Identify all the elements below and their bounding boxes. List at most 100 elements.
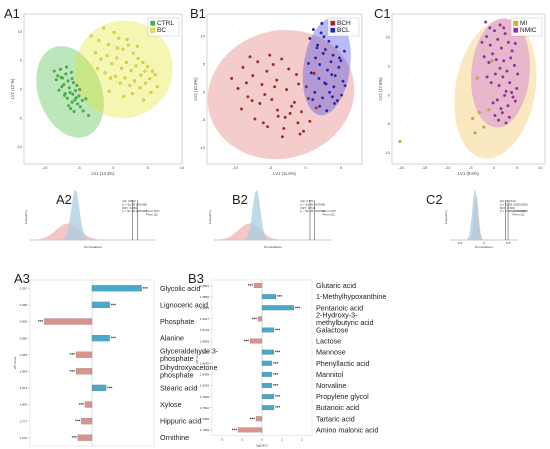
c1-point-2 (489, 81, 493, 85)
c2-legend-label: Perm R2Y (513, 209, 527, 213)
b1-background-dot (277, 29, 279, 31)
b1-point-1 (312, 71, 316, 75)
b1-point-2 (333, 101, 337, 105)
b1-point-2 (318, 63, 322, 67)
c1-background-dot (533, 38, 535, 40)
b1-x-tick-label: -10 (232, 165, 239, 170)
b1-point-2 (311, 28, 315, 32)
c1-point-2 (487, 60, 491, 64)
a1-background-dot (123, 33, 125, 35)
b1-point-1 (292, 100, 296, 104)
c2-annotation: R2Y: 0.303 (500, 206, 515, 210)
c1-background-dot (405, 105, 407, 107)
c1-point-2 (509, 56, 513, 60)
c1-point-2 (492, 29, 496, 33)
b1-point-1 (250, 99, 254, 103)
c1-point-1 (471, 116, 475, 120)
a3-significance-label: *** (72, 435, 78, 440)
c1-x-tick-label: 0 (493, 165, 496, 170)
a1-point-2 (139, 73, 143, 77)
c1-point-2 (488, 43, 492, 47)
b3-category-label: Galactose (316, 325, 348, 334)
a3-significance-label: *** (70, 369, 76, 374)
b1-background-dot (333, 134, 336, 136)
b3-bar (261, 371, 273, 377)
c1-point-2 (502, 26, 506, 30)
b1-background-dot (250, 76, 252, 78)
a1-y-tick-label: -5 (18, 115, 22, 120)
c1-y-tick-label: -5 (386, 121, 390, 126)
a1-point-2 (134, 64, 138, 68)
b1-point-1 (276, 114, 280, 118)
b1-legend-label: BCL (337, 27, 350, 34)
a1-point-2 (120, 66, 124, 70)
b1-point-2 (321, 96, 325, 100)
c1-background-dot (466, 144, 469, 146)
a1-x-tick-label: 5 (147, 165, 150, 170)
a1-point-2 (148, 77, 152, 81)
a1-background-dot (170, 38, 172, 40)
c1-point-2 (504, 89, 508, 93)
a2-legend-label: Perm R2Y (146, 209, 160, 213)
a1-point-1 (57, 88, 61, 92)
a2-y-axis-title: Frequency (24, 209, 28, 224)
a1-background-dot (54, 139, 56, 141)
a1-point-2 (96, 66, 100, 70)
panel-label-a3: A3 (14, 271, 30, 286)
a1-point-1 (78, 88, 82, 92)
b1-point-2 (317, 76, 321, 80)
a1-point-2 (129, 69, 133, 73)
b1-y-tick-label: 0 (203, 89, 206, 94)
b1-point-1 (287, 67, 291, 71)
c2-x-tick-label: 0 (483, 241, 485, 245)
a3-vip-label: 1.670 (19, 436, 27, 440)
a1-background-dot (96, 29, 98, 31)
b3-significance-label: *** (275, 405, 281, 410)
a1-point-2 (102, 26, 106, 30)
b1-point-1 (270, 98, 274, 102)
a3-vip-label: 2.068 (19, 303, 27, 307)
c1-point-2 (513, 41, 517, 45)
b1-point-1 (275, 108, 279, 112)
b1-point-2 (329, 60, 333, 64)
a1-point-2 (110, 62, 114, 66)
a1-background-dot (173, 135, 175, 137)
b1-y-tick-label: -10 (199, 145, 206, 150)
c1-point-2 (512, 63, 516, 67)
b1-background-dot (320, 67, 322, 69)
b1-point-2 (337, 56, 341, 60)
b3-significance-label: *** (248, 283, 254, 288)
a1-y-tick-label: 0 (20, 87, 23, 92)
c1-background-dot (408, 72, 410, 74)
b3-x-axis-title: log2(FC) (256, 443, 268, 447)
a1-point-2 (124, 60, 128, 64)
a1-background-dot (164, 53, 167, 55)
c1-point-2 (493, 72, 497, 76)
b2-legend-label: Perm R2Y (323, 209, 337, 213)
c1-x-tick-label: 5 (516, 165, 519, 170)
a1-background-dot (76, 28, 78, 30)
a3-layer: *** 2.297 Glycolic acid *** 2.068 Lignoceric … (13, 279, 219, 449)
b1-background-dot (291, 96, 293, 98)
b3-category-label: Norvaline (316, 381, 346, 390)
b3-bar (257, 316, 263, 322)
c1-point-2 (506, 40, 510, 44)
a1-background-dot (35, 87, 37, 89)
b1-point-2 (323, 48, 327, 52)
b1-point-2 (313, 90, 317, 94)
b1-point-1 (306, 96, 310, 100)
b1-background-dot (266, 110, 268, 112)
a1-point-1 (72, 109, 76, 113)
a1-point-2 (143, 69, 147, 73)
c1-y-tick-label: 0 (388, 92, 391, 97)
a1-background-dot (46, 57, 48, 59)
panel-a3: *** 2.297 Glycolic acid *** 2.068 Lignoceric … (13, 271, 219, 449)
b1-point-1 (285, 88, 289, 92)
b1-background-dot (269, 77, 271, 79)
c1-point-2 (488, 26, 492, 30)
b3-significance-label: *** (273, 372, 279, 377)
b3-vip-label: 1.7399 (200, 428, 210, 432)
b1-point-2 (321, 51, 325, 55)
a2-annotation: p < 5e-05 (0/2000) (122, 209, 147, 213)
b3-vip-label: 1.7836 (200, 395, 210, 399)
